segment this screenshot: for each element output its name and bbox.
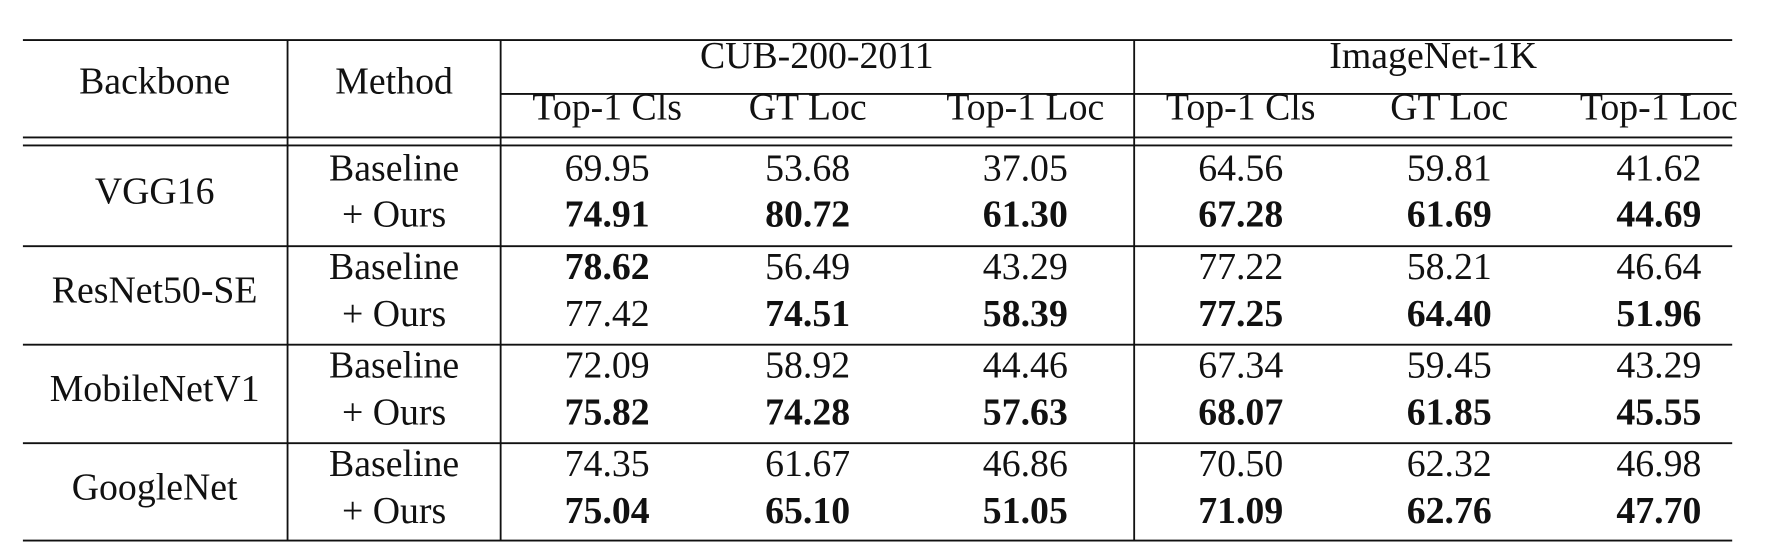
value-cell: 51.05 <box>983 490 1068 532</box>
value-cell: 75.04 <box>565 490 650 532</box>
value-cell: 53.68 <box>765 147 850 189</box>
method-cell: + Ours <box>342 391 446 433</box>
value-cell: 51.96 <box>1616 293 1701 335</box>
backbone-cell: VGG16 <box>95 170 215 212</box>
method-cell: Baseline <box>329 443 459 485</box>
value-cell: 77.25 <box>1198 293 1283 335</box>
value-cell: 64.40 <box>1407 293 1492 335</box>
value-cell: 59.45 <box>1407 344 1492 386</box>
value-cell: 58.39 <box>983 293 1068 335</box>
value-cell: 58.92 <box>765 344 850 386</box>
value-cell: 59.81 <box>1407 147 1492 189</box>
value-cell: 46.86 <box>983 443 1068 485</box>
value-cell: 44.69 <box>1616 193 1701 235</box>
backbone-cell: GoogleNet <box>72 466 238 508</box>
value-cell: 61.67 <box>765 443 850 485</box>
value-cell: 74.91 <box>565 193 650 235</box>
value-cell: 67.28 <box>1198 193 1283 235</box>
value-cell: 74.28 <box>765 391 850 433</box>
backbone-cell: MobileNetV1 <box>50 368 260 410</box>
value-cell: 62.32 <box>1407 443 1492 485</box>
value-cell: 61.30 <box>983 193 1068 235</box>
column-header: Top-1 Loc <box>1580 87 1738 129</box>
value-cell: 37.05 <box>983 147 1068 189</box>
value-cell: 64.56 <box>1198 147 1283 189</box>
value-cell: 47.70 <box>1616 490 1701 532</box>
column-header: GT Loc <box>749 87 867 129</box>
header-backbone: Backbone <box>79 60 230 102</box>
value-cell: 61.69 <box>1407 193 1492 235</box>
value-cell: 65.10 <box>765 490 850 532</box>
value-cell: 67.34 <box>1198 344 1283 386</box>
value-cell: 45.55 <box>1616 391 1701 433</box>
value-cell: 74.51 <box>765 293 850 335</box>
method-cell: Baseline <box>329 344 459 386</box>
value-cell: 70.50 <box>1198 443 1283 485</box>
value-cell: 72.09 <box>565 344 650 386</box>
value-cell: 78.62 <box>565 246 650 288</box>
value-cell: 44.46 <box>983 344 1068 386</box>
group-header: ImageNet-1K <box>1329 35 1537 77</box>
value-cell: 43.29 <box>983 246 1068 288</box>
header-method: Method <box>335 60 453 102</box>
value-cell: 46.64 <box>1616 246 1701 288</box>
value-cell: 56.49 <box>765 246 850 288</box>
value-cell: 61.85 <box>1407 391 1492 433</box>
value-cell: 46.98 <box>1616 443 1701 485</box>
value-cell: 58.21 <box>1407 246 1492 288</box>
value-cell: 77.42 <box>565 293 650 335</box>
value-cell: 68.07 <box>1198 391 1283 433</box>
method-cell: Baseline <box>329 246 459 288</box>
column-header: Top-1 Cls <box>1166 87 1316 129</box>
value-cell: 77.22 <box>1198 246 1283 288</box>
group-header: CUB-200-2011 <box>700 35 934 77</box>
column-header: GT Loc <box>1390 87 1508 129</box>
value-cell: 75.82 <box>565 391 650 433</box>
value-cell: 57.63 <box>983 391 1068 433</box>
method-cell: + Ours <box>342 193 446 235</box>
value-cell: 74.35 <box>565 443 650 485</box>
method-cell: + Ours <box>342 293 446 335</box>
value-cell: 80.72 <box>765 193 850 235</box>
column-header: Top-1 Cls <box>532 87 682 129</box>
value-cell: 71.09 <box>1198 490 1283 532</box>
value-cell: 62.76 <box>1407 490 1492 532</box>
value-cell: 43.29 <box>1616 344 1701 386</box>
method-cell: + Ours <box>342 490 446 532</box>
column-header: Top-1 Loc <box>946 87 1104 129</box>
backbone-cell: ResNet50-SE <box>52 269 258 311</box>
value-cell: 69.95 <box>565 147 650 189</box>
value-cell: 41.62 <box>1616 147 1701 189</box>
method-cell: Baseline <box>329 147 459 189</box>
